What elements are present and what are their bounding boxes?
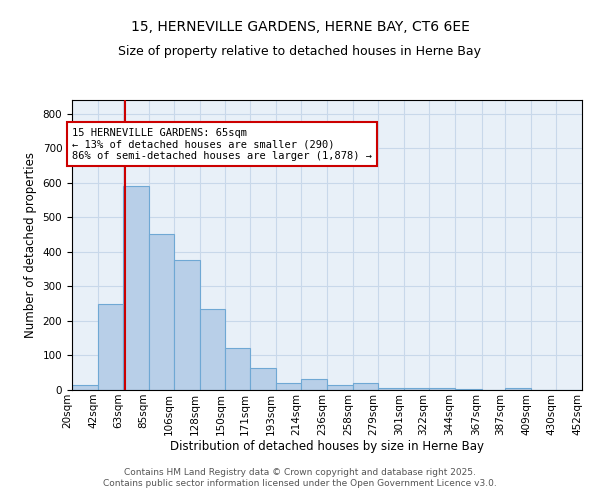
- Bar: [353, 383, 378, 390]
- Bar: [378, 388, 404, 390]
- Bar: [226, 348, 250, 390]
- Bar: [455, 389, 482, 390]
- Bar: [199, 309, 226, 390]
- Bar: [404, 388, 428, 390]
- Text: Size of property relative to detached houses in Herne Bay: Size of property relative to detached ho…: [119, 45, 482, 58]
- Bar: [250, 368, 276, 390]
- Bar: [301, 379, 327, 390]
- Bar: [98, 304, 123, 390]
- Text: 15 HERNEVILLE GARDENS: 65sqm
← 13% of detached houses are smaller (290)
86% of s: 15 HERNEVILLE GARDENS: 65sqm ← 13% of de…: [72, 128, 372, 161]
- Bar: [505, 388, 531, 390]
- Bar: [428, 388, 455, 390]
- Bar: [327, 385, 353, 390]
- Text: Contains HM Land Registry data © Crown copyright and database right 2025.
Contai: Contains HM Land Registry data © Crown c…: [103, 468, 497, 487]
- X-axis label: Distribution of detached houses by size in Herne Bay: Distribution of detached houses by size …: [170, 440, 484, 454]
- Bar: [276, 383, 301, 390]
- Bar: [123, 186, 149, 390]
- Bar: [72, 385, 98, 390]
- Bar: [173, 260, 199, 390]
- Text: 15, HERNEVILLE GARDENS, HERNE BAY, CT6 6EE: 15, HERNEVILLE GARDENS, HERNE BAY, CT6 6…: [131, 20, 469, 34]
- Bar: [149, 234, 173, 390]
- Y-axis label: Number of detached properties: Number of detached properties: [24, 152, 37, 338]
